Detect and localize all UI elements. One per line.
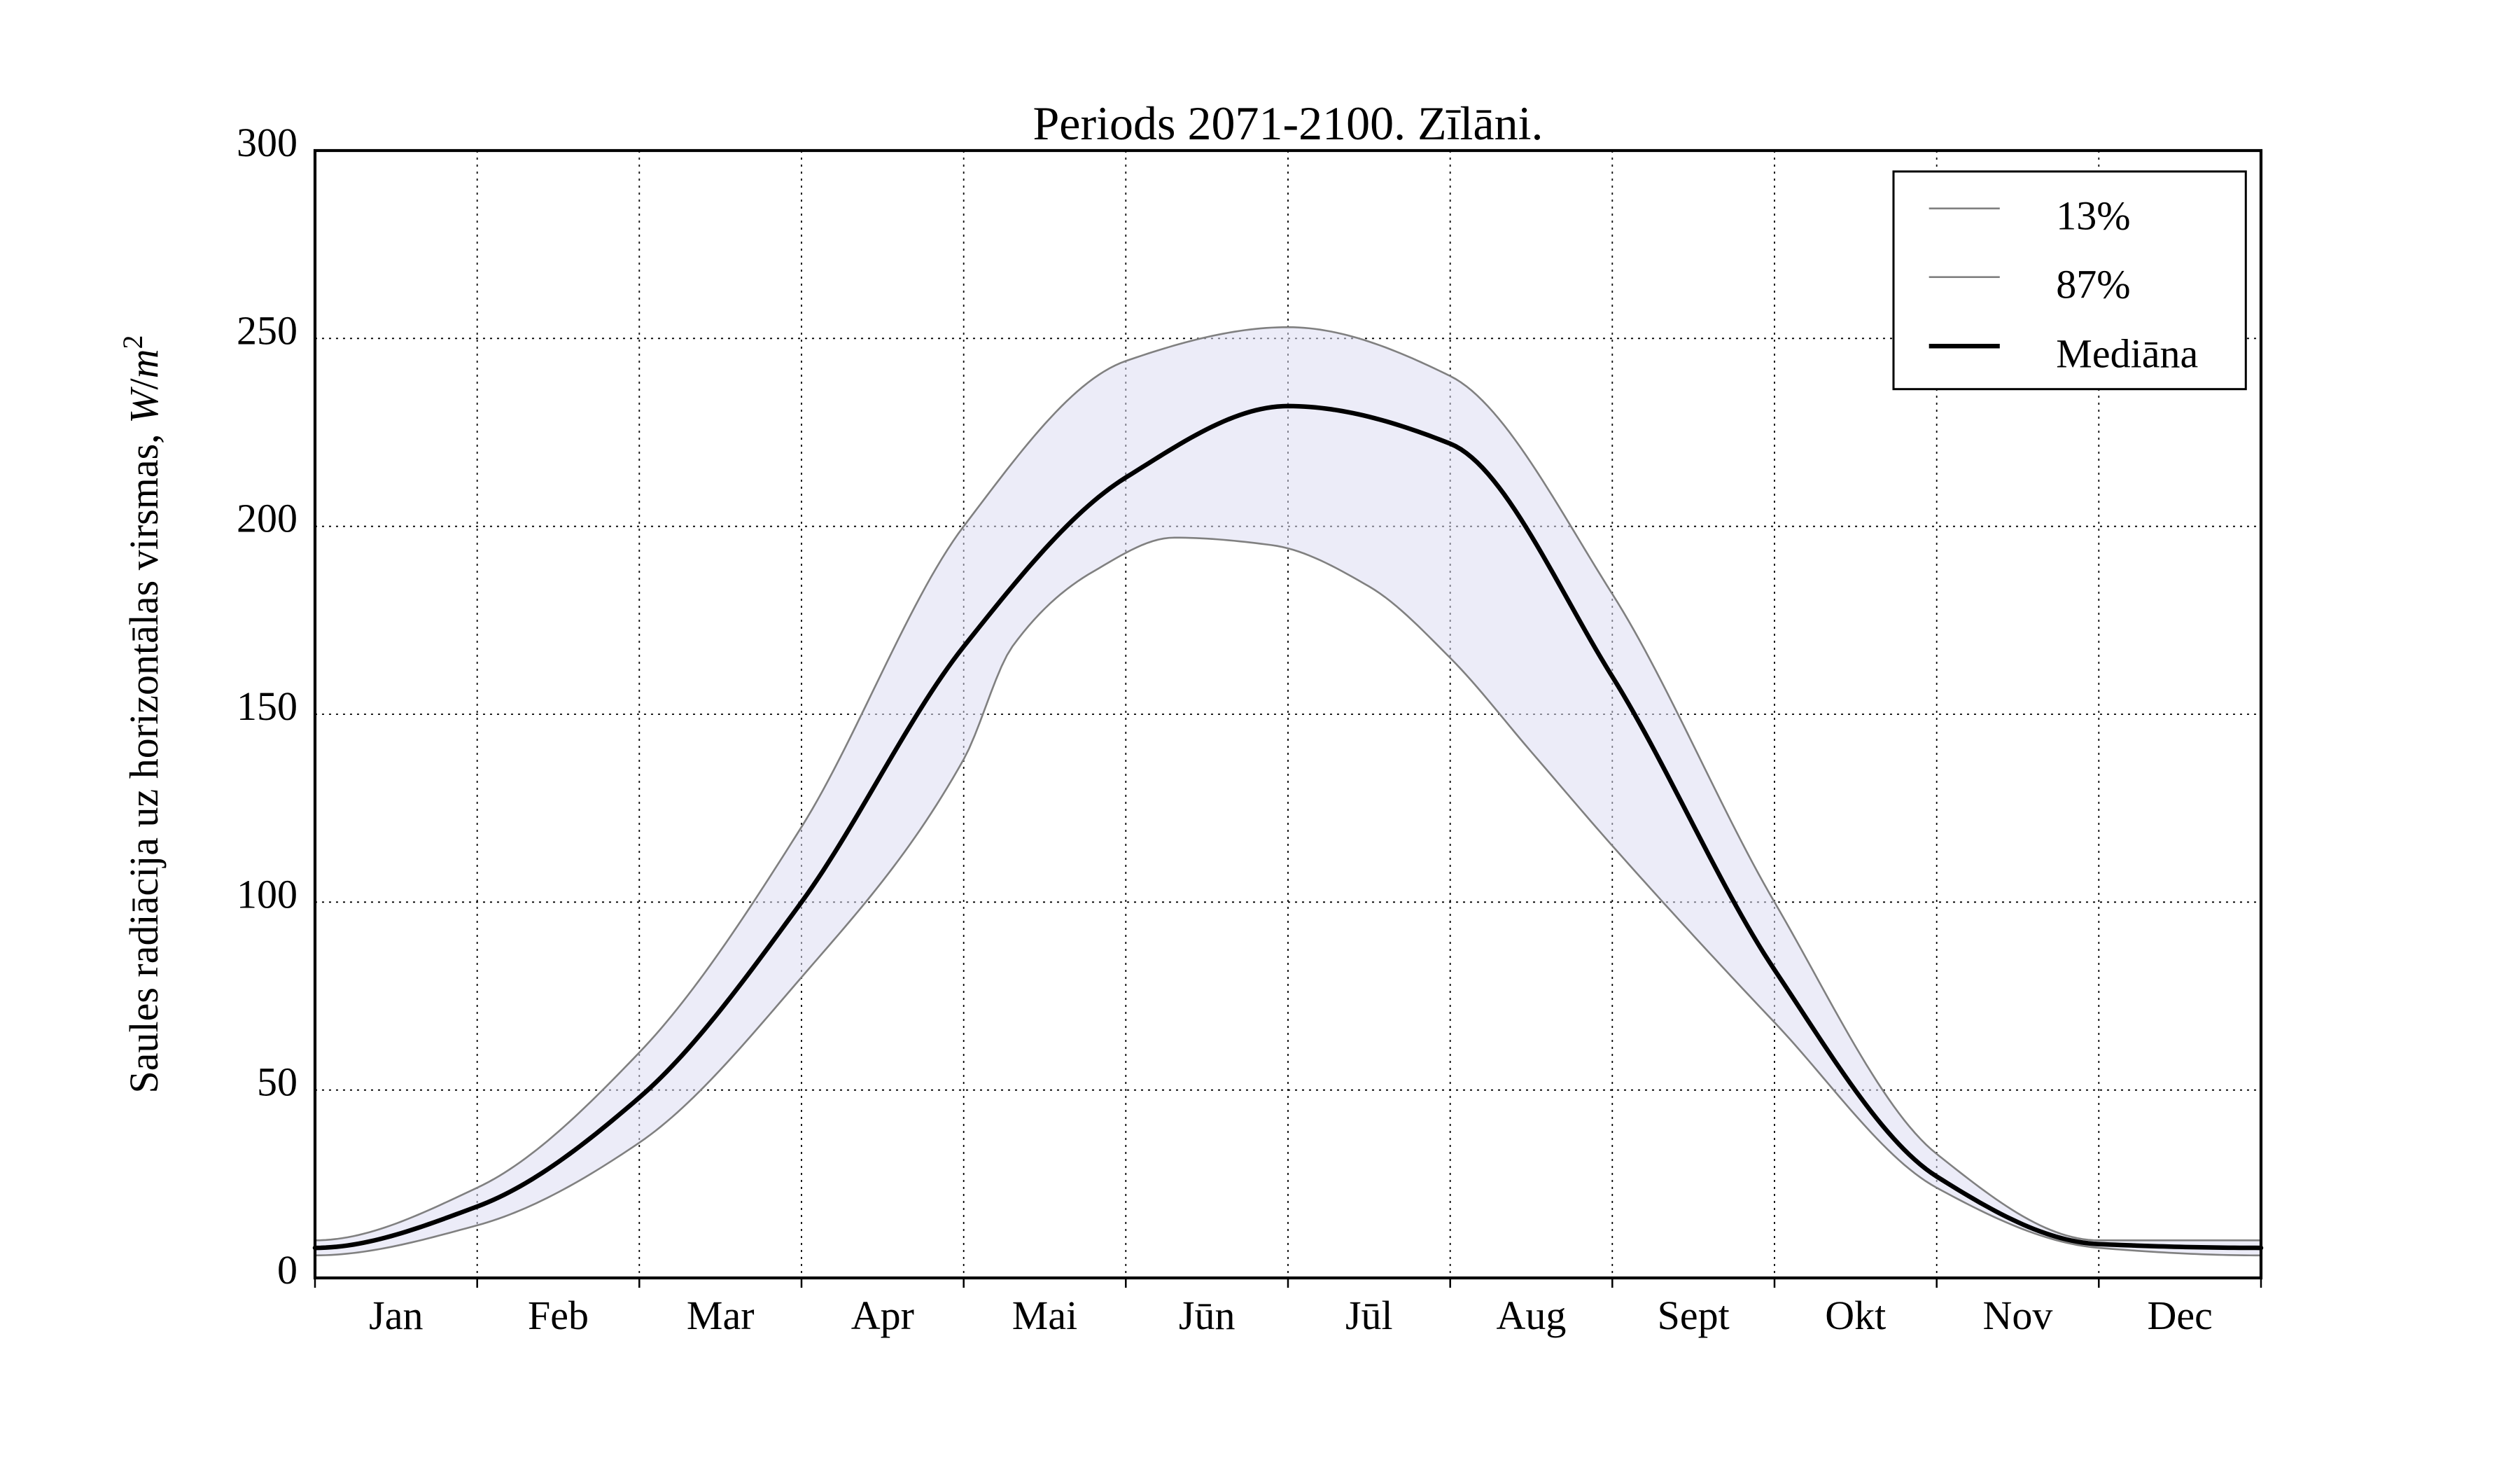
svg-text:Feb: Feb (528, 1293, 589, 1338)
svg-text:Jan: Jan (369, 1293, 423, 1338)
svg-text:200: 200 (237, 496, 298, 541)
svg-text:87%: 87% (2056, 262, 2130, 307)
svg-text:Periods 2071-2100. Zīlāni.: Periods 2071-2100. Zīlāni. (1032, 97, 1543, 150)
svg-text:100: 100 (237, 871, 298, 917)
svg-text:Mediāna: Mediāna (2056, 331, 2198, 376)
svg-text:50: 50 (257, 1059, 298, 1105)
svg-text:0: 0 (277, 1247, 298, 1293)
svg-text:Okt: Okt (1825, 1293, 1886, 1338)
svg-text:13%: 13% (2056, 193, 2130, 239)
svg-text:Jūl: Jūl (1345, 1293, 1393, 1338)
svg-text:Sept: Sept (1658, 1293, 1730, 1338)
svg-text:250: 250 (237, 307, 298, 353)
svg-text:Aug: Aug (1497, 1293, 1567, 1338)
svg-text:Apr: Apr (851, 1293, 914, 1338)
svg-text:Saules radiācija uz horizontāl: Saules radiācija uz horizontālas virsmas… (117, 335, 167, 1093)
svg-text:300: 300 (237, 120, 298, 165)
svg-text:Mar: Mar (687, 1293, 755, 1338)
svg-text:Mai: Mai (1012, 1293, 1077, 1338)
svg-text:150: 150 (237, 683, 298, 729)
svg-text:Nov: Nov (1983, 1293, 2053, 1338)
svg-text:Jūn: Jūn (1179, 1293, 1236, 1338)
svg-text:Dec: Dec (2148, 1293, 2213, 1338)
